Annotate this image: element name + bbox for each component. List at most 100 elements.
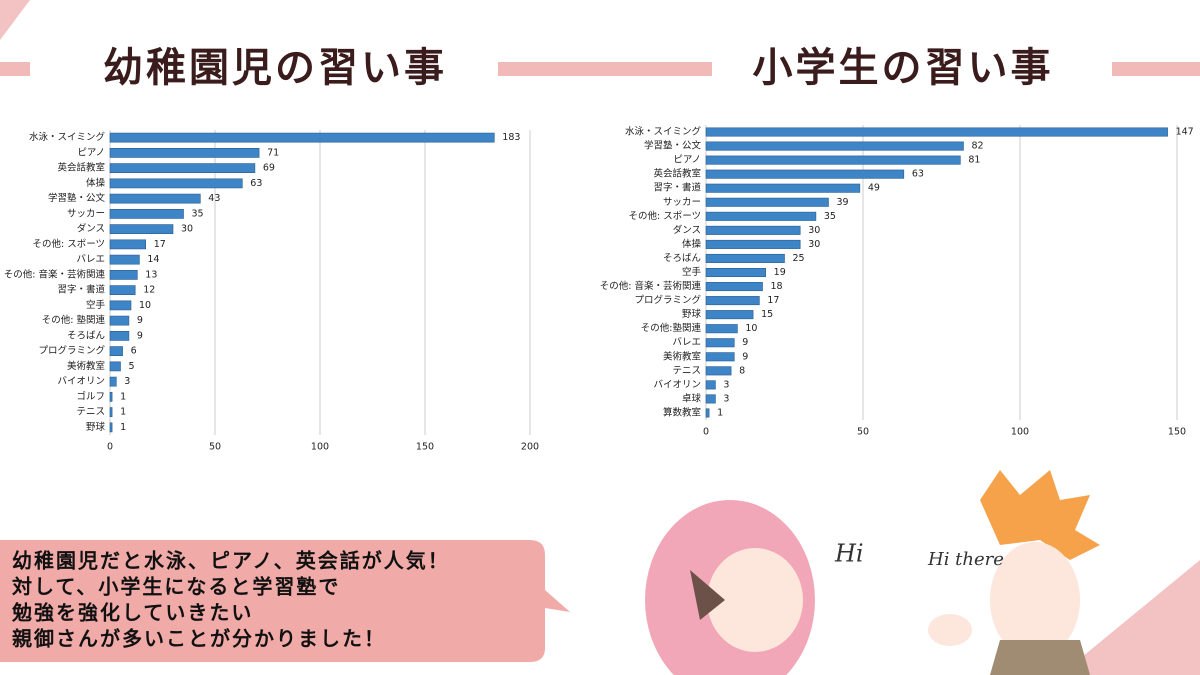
bar — [705, 169, 905, 179]
value-label: 17 — [154, 239, 166, 250]
value-label: 15 — [761, 309, 773, 320]
y-tick-label: 英会話教室 — [57, 162, 105, 174]
y-tick-label: 英会話教室 — [653, 168, 701, 180]
callout-line: 勉強を強化していきたい — [11, 601, 253, 625]
x-tick-label: 150 — [1168, 427, 1186, 438]
bar — [705, 127, 1168, 137]
bar — [705, 380, 716, 390]
bar — [109, 285, 136, 295]
y-tick-label: その他: 音楽・芸術関連 — [4, 268, 106, 280]
value-label: 147 — [1176, 127, 1194, 138]
y-tick-label: テニス — [672, 365, 701, 376]
value-label: 10 — [745, 323, 757, 334]
x-tick-label: 0 — [703, 427, 709, 438]
value-label: 9 — [137, 330, 143, 341]
bar — [705, 310, 754, 320]
bar — [109, 209, 184, 219]
y-tick-label: 美術教室 — [67, 360, 105, 372]
bar — [705, 253, 785, 263]
value-label: 82 — [971, 141, 983, 152]
y-tick-label: その他:塾関連 — [641, 322, 702, 334]
bar — [109, 254, 140, 265]
bar — [109, 148, 260, 158]
value-label: 25 — [793, 253, 805, 264]
y-tick-label: 体操 — [682, 238, 702, 250]
y-tick-label: 習字・書道 — [57, 284, 105, 296]
value-label: 13 — [145, 269, 157, 280]
bar — [109, 407, 113, 417]
title-stripe — [1112, 62, 1200, 76]
chart-title: 幼稚園児の習い事 — [103, 45, 447, 91]
bar — [109, 315, 130, 326]
bar — [109, 224, 174, 235]
bar — [705, 267, 766, 278]
value-label: 9 — [742, 337, 748, 348]
value-label: 12 — [143, 285, 155, 296]
value-label: 19 — [774, 267, 786, 278]
y-tick-label: バレエ — [672, 337, 701, 348]
callout-line: 幼稚園児だと水泳、ピアノ、英会話が人気！ — [12, 549, 450, 573]
value-label: 43 — [208, 193, 220, 204]
value-label: 81 — [968, 155, 980, 166]
y-tick-label: プログラミング — [634, 294, 701, 306]
title-stripe — [498, 62, 712, 76]
corner-decoration — [1060, 560, 1200, 675]
y-tick-label: 野球 — [86, 421, 106, 433]
bar — [705, 338, 735, 348]
value-label: 8 — [739, 365, 745, 376]
value-label: 63 — [250, 178, 262, 189]
value-label: 69 — [263, 163, 275, 174]
value-label: 6 — [131, 346, 137, 357]
bar — [109, 330, 130, 341]
bar — [109, 376, 117, 387]
value-label: 30 — [808, 225, 820, 236]
bar — [705, 141, 964, 151]
bar — [705, 211, 817, 221]
y-tick-label: 水泳・スイミング — [29, 131, 106, 143]
bar — [705, 352, 735, 362]
bar — [705, 366, 732, 376]
value-label: 1 — [717, 407, 723, 418]
callout-box — [0, 540, 570, 662]
bar — [705, 225, 801, 235]
chart-title: 小学生の習い事 — [753, 45, 1054, 91]
greeting: Hi there — [927, 549, 1004, 570]
bar — [705, 183, 861, 193]
y-tick-label: バイオリン — [653, 379, 701, 390]
bar — [705, 239, 801, 249]
bar — [109, 269, 138, 280]
y-tick-label: サッカー — [67, 208, 105, 219]
value-label: 3 — [124, 376, 130, 387]
value-label: 1 — [120, 407, 126, 418]
value-label: 1 — [120, 422, 126, 433]
bar — [109, 239, 147, 250]
y-tick-label: その他: スポーツ — [32, 238, 105, 250]
value-label: 63 — [912, 169, 924, 180]
title-stripe — [0, 62, 30, 76]
bar — [109, 391, 113, 402]
callout-line: 親御さんが多いことが分かりました！ — [12, 627, 386, 651]
y-tick-label: バイオリン — [57, 376, 105, 387]
x-tick-label: 50 — [209, 442, 221, 453]
bar — [705, 155, 961, 165]
y-tick-label: テニス — [76, 407, 105, 418]
value-label: 35 — [824, 211, 836, 222]
y-tick-label: プログラミング — [38, 345, 105, 357]
y-tick-label: 学習塾・公文 — [48, 192, 106, 204]
y-tick-label: ダンス — [673, 224, 701, 236]
y-tick-label: 卓球 — [682, 392, 702, 404]
corner-decoration — [0, 0, 30, 40]
bar — [109, 132, 495, 143]
bar — [705, 282, 763, 292]
y-tick-label: ピアノ — [673, 155, 701, 166]
x-tick-label: 0 — [107, 442, 113, 453]
y-tick-label: 習字・書道 — [653, 182, 701, 194]
bar — [109, 163, 256, 174]
value-label: 3 — [723, 393, 729, 404]
x-tick-label: 200 — [521, 442, 539, 453]
bar — [109, 193, 201, 204]
bar — [109, 300, 132, 311]
value-label: 30 — [181, 224, 193, 235]
y-tick-label: そろばん — [67, 330, 105, 341]
